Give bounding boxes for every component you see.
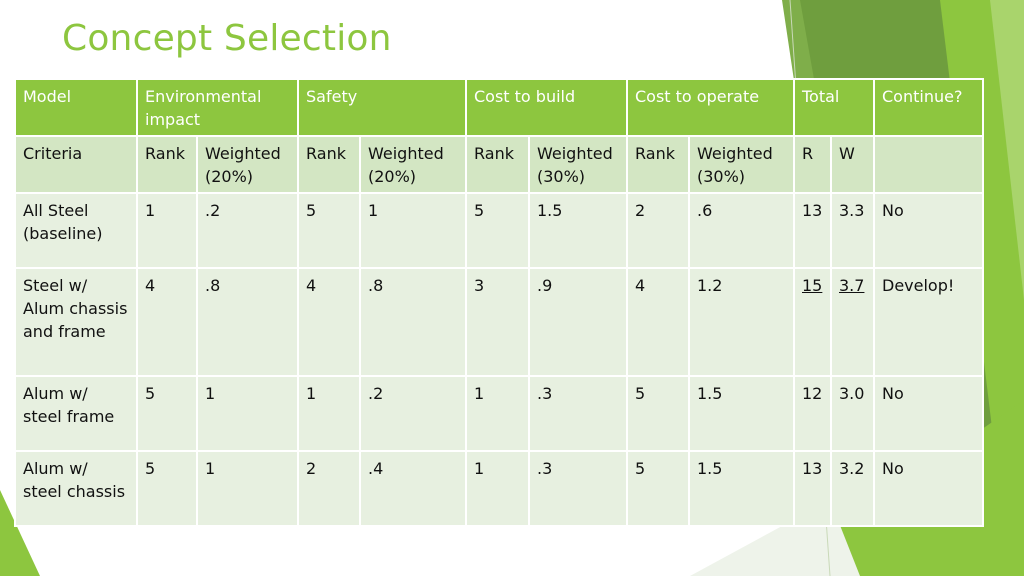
- table-cell: 2: [297, 450, 361, 527]
- header-cell: Environmental impact: [136, 78, 299, 137]
- table-cell: 13: [793, 192, 832, 269]
- table-cell: Alum w/ steel chassis: [14, 450, 138, 527]
- header-cell: Cost to build: [465, 78, 628, 137]
- table-cell: 1.5: [688, 375, 795, 452]
- criteria-cell: Weighted (30%): [688, 135, 795, 194]
- table-cell: No: [873, 192, 984, 269]
- table-cell: 3: [465, 267, 530, 377]
- criteria-cell: Rank: [297, 135, 361, 194]
- table-cell: 1: [136, 192, 198, 269]
- criteria-cell: R: [793, 135, 832, 194]
- table-cell: .2: [196, 192, 299, 269]
- table-cell: 1: [297, 375, 361, 452]
- table-cell: No: [873, 375, 984, 452]
- table-cell: 5: [136, 450, 198, 527]
- table-cell: 1: [196, 450, 299, 527]
- table-cell: 1: [359, 192, 467, 269]
- table-cell: 3.0: [830, 375, 875, 452]
- criteria-cell: [873, 135, 984, 194]
- table-cell: Steel w/ Alum chassis and frame: [14, 267, 138, 377]
- table-cell: Develop!: [873, 267, 984, 377]
- criteria-cell: Criteria: [14, 135, 138, 194]
- header-cell: Total: [793, 78, 875, 137]
- table-cell: Alum w/ steel frame: [14, 375, 138, 452]
- criteria-cell: Weighted (20%): [359, 135, 467, 194]
- table-cell: .3: [528, 450, 628, 527]
- table-cell: 5: [297, 192, 361, 269]
- criteria-cell: Weighted (20%): [196, 135, 299, 194]
- table-cell: 5: [465, 192, 530, 269]
- table-cell-total-r-highlight: 15: [793, 267, 832, 377]
- criteria-cell: Rank: [136, 135, 198, 194]
- slide-title: Concept Selection: [62, 18, 392, 59]
- header-cell: Safety: [297, 78, 467, 137]
- table-cell: 4: [297, 267, 361, 377]
- table-row: Steel w/ Alum chassis and frame 4 .8 4 .…: [14, 267, 984, 377]
- table-cell: .3: [528, 375, 628, 452]
- table-cell: 2: [626, 192, 690, 269]
- criteria-row: Criteria Rank Weighted (20%) Rank Weight…: [14, 135, 984, 194]
- header-cell: Continue?: [873, 78, 984, 137]
- table-cell: .2: [359, 375, 467, 452]
- table-cell: 3.3: [830, 192, 875, 269]
- table-row: All Steel (baseline) 1 .2 5 1 5 1.5 2 .6…: [14, 192, 984, 269]
- criteria-cell: Weighted (30%): [528, 135, 628, 194]
- table-cell: 1.5: [688, 450, 795, 527]
- table-cell: 4: [626, 267, 690, 377]
- table-cell: 4: [136, 267, 198, 377]
- table-cell: 1: [465, 450, 530, 527]
- concept-selection-table: Model Environmental impact Safety Cost t…: [14, 78, 984, 527]
- table-cell: 5: [626, 375, 690, 452]
- table-cell: 5: [626, 450, 690, 527]
- table-cell: 5: [136, 375, 198, 452]
- table-cell: 1.5: [528, 192, 628, 269]
- table-cell: No: [873, 450, 984, 527]
- criteria-cell: Rank: [626, 135, 690, 194]
- table-cell: 12: [793, 375, 832, 452]
- criteria-cell: W: [830, 135, 875, 194]
- table-cell: .6: [688, 192, 795, 269]
- table-cell: .4: [359, 450, 467, 527]
- table-cell: .8: [359, 267, 467, 377]
- table-cell-total-w-highlight: 3.7: [830, 267, 875, 377]
- table-cell: .9: [528, 267, 628, 377]
- header-cell: Model: [14, 78, 138, 137]
- header-row: Model Environmental impact Safety Cost t…: [14, 78, 984, 137]
- table-cell: 1: [196, 375, 299, 452]
- table-cell: 1: [465, 375, 530, 452]
- table-cell: .8: [196, 267, 299, 377]
- table-cell: 1.2: [688, 267, 795, 377]
- table-row: Alum w/ steel frame 5 1 1 .2 1 .3 5 1.5 …: [14, 375, 984, 452]
- table-cell: 3.2: [830, 450, 875, 527]
- table-row: Alum w/ steel chassis 5 1 2 .4 1 .3 5 1.…: [14, 450, 984, 527]
- criteria-cell: Rank: [465, 135, 530, 194]
- table-cell: All Steel (baseline): [14, 192, 138, 269]
- header-cell: Cost to operate: [626, 78, 795, 137]
- table-cell: 13: [793, 450, 832, 527]
